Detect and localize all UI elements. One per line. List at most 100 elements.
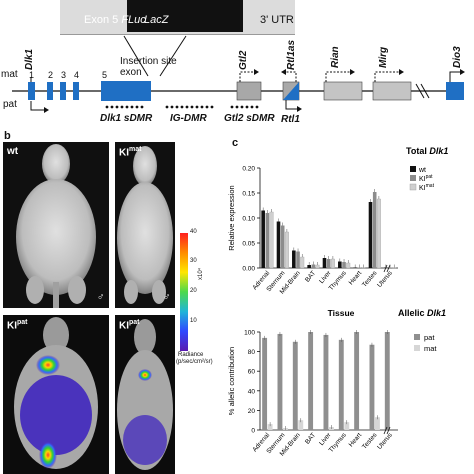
male-icon-1: ♂: [97, 292, 105, 303]
dlk1-exon-3: [60, 82, 66, 100]
chart1-ytick-label: 0.05: [242, 241, 255, 248]
chart1-bar-KIpat: [265, 213, 270, 268]
dlk1-exon-2: [47, 82, 53, 100]
chart2-ytick-label: 20: [248, 408, 256, 415]
pat-label: pat: [3, 99, 17, 110]
chart1-xlabel: Tissue: [328, 308, 355, 318]
gene-rtl1as: Rtl1as: [286, 39, 297, 70]
chart1-legend-label: KIpat: [419, 174, 433, 183]
chart1-bar-KImat: [315, 264, 320, 269]
dmr-dlk1: Dlk1 sDMR: [100, 113, 153, 124]
panel-c-letter: c: [232, 137, 239, 149]
chart1-ytick-label: 0.10: [242, 216, 255, 223]
chart1-bar-wt: [261, 210, 265, 268]
chart2-bar-pat: [308, 332, 314, 430]
chart2-bar-mat: [375, 417, 380, 430]
chart1-ylabel: Relative expression: [227, 185, 236, 250]
male-icon-2: ♂: [163, 292, 171, 303]
chart1-bar-wt: [338, 261, 342, 268]
gene-gtl2: Gtl2: [238, 50, 249, 70]
chart1-bar-wt: [353, 267, 357, 268]
dmr-gtl2: Gtl2 sDMR: [224, 113, 275, 124]
gene-dlk1: Dlk1: [24, 48, 35, 70]
chart2-legend-swatch: [414, 334, 420, 340]
chart1-break: [386, 264, 391, 273]
scale-tick-20: 20: [190, 288, 197, 294]
chart2-bar-pat: [292, 341, 298, 430]
chart2-ytick-label: 0: [251, 428, 255, 435]
chart2-bar-pat: [323, 334, 329, 430]
chart1-bar-KImat: [269, 211, 274, 269]
chart1-bar-KIpat: [357, 267, 362, 268]
chart1-bar-KImat: [346, 262, 351, 269]
chart2-xtick-label: Thymus: [328, 431, 349, 454]
chart1-bar-KImat: [330, 258, 335, 269]
scale-tick-10: 10: [190, 318, 197, 324]
photo-wt: wt ♂: [3, 142, 109, 308]
photo-kipat-1: KIpat: [3, 315, 109, 474]
chart1-bar-KIpat: [280, 225, 285, 268]
scale-tick-30: 30: [190, 258, 197, 264]
rian-box: [323, 81, 363, 101]
photo-label-kipat-2: KIpat: [119, 319, 140, 332]
exon-num-2: 2: [48, 70, 54, 80]
gene-rian: Rian: [330, 46, 341, 68]
chart2-break: [383, 426, 388, 435]
radiance-scale-bar: [180, 233, 188, 351]
photo-label-kimat: KImat: [119, 146, 142, 159]
exon-num-5: 5: [102, 70, 108, 80]
dlk1-exon-5: [101, 81, 151, 101]
exon-num-4: 4: [74, 70, 80, 80]
chart1-bar-wt: [368, 202, 373, 268]
chart2-bar-pat: [354, 332, 360, 430]
mirg-box: [372, 81, 412, 101]
chart2-title: Allelic Dlk1: [398, 308, 446, 318]
photo-label-kipat-1: KIpat: [7, 319, 28, 332]
dmr-dots: [105, 105, 259, 109]
fluc-label: FLuc: [121, 14, 146, 26]
total-dlk1-chart: Total Dlk1 0.00 0.05 0.10 0.15 0.20 Relative e…: [227, 146, 448, 318]
chart1-bar-KIpat: [388, 267, 392, 268]
dmr-ig: IG-DMR: [170, 113, 207, 124]
chart2-ytick-label: 100: [244, 330, 255, 337]
exon5-label: Exon 5: [84, 14, 119, 26]
dlk1-exon-1: [28, 82, 35, 100]
fluc-box: [127, 0, 187, 32]
chart2-ytick-label: 60: [248, 369, 256, 376]
chart1-bar-KIpat: [326, 259, 331, 268]
chart1-bar-wt: [292, 250, 296, 268]
chart1-break: [383, 264, 388, 273]
scale-label-radiance: Radiance: [178, 352, 204, 358]
chart1-legend-swatch: [410, 166, 416, 172]
chart1-xtick-label: Uterus: [376, 269, 394, 289]
chart1-ytick-label: 0.15: [242, 191, 255, 198]
chart2-xtick-label: BAT: [304, 432, 317, 446]
chart2-ylabel: % allelic contribution: [227, 347, 236, 415]
chart2-bar-mat: [344, 422, 350, 430]
construct-box: [60, 0, 295, 35]
chart2-ytick-label: 80: [248, 349, 256, 356]
gtl2-box: [236, 81, 262, 101]
chart2-bar-mat: [267, 424, 273, 430]
chart1-ytick-label: 0.00: [242, 266, 255, 273]
lacz-box: [187, 0, 243, 32]
chart2-bar-pat: [338, 339, 344, 430]
gene-rtl1: Rtl1: [281, 114, 300, 125]
chart2-bar-pat: [262, 337, 268, 430]
scale-label-units: (p/sec/cm²/sr): [176, 359, 213, 365]
photo-label-wt: wt: [7, 146, 19, 157]
exon-num-3: 3: [61, 70, 67, 80]
chart1-bar-KImat: [376, 198, 381, 269]
chart1-xtick-label: BAT: [304, 270, 317, 284]
photo-kimat: KImat ♂: [115, 142, 175, 308]
scale-tick-40: 40: [190, 229, 197, 235]
gene-dio3: Dio3: [452, 46, 463, 68]
photo-kipat-2: KIpat: [115, 315, 175, 474]
chart2-bar-pat: [277, 333, 283, 430]
chart1-bar-KIpat: [296, 251, 300, 268]
chart1-bar-KIpat: [311, 264, 316, 268]
chart2-bar-mat: [298, 420, 304, 430]
utr-label: 3' UTR: [260, 14, 294, 26]
panel-b-letter: b: [4, 130, 11, 142]
chart1-legend-swatch: [410, 175, 416, 181]
